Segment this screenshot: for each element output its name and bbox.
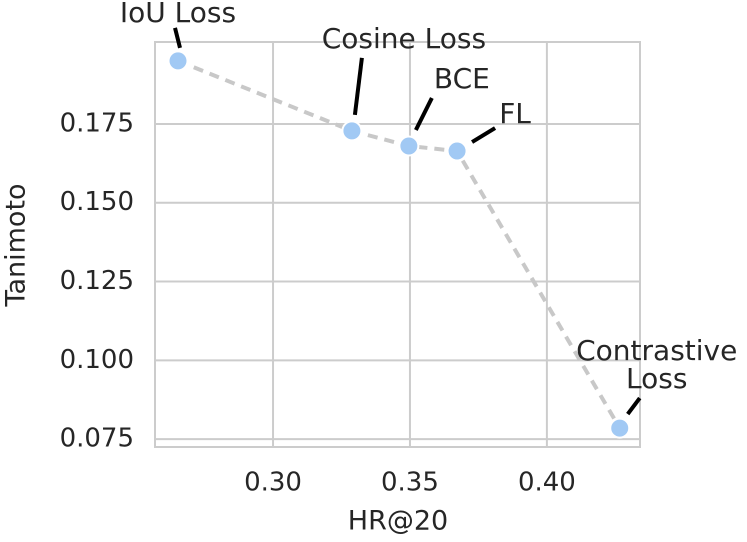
y-tick-label: 0.125 [60,266,134,296]
y-tick-label: 0.150 [60,187,134,217]
point [609,417,631,439]
point [446,140,468,162]
connecting-line [177,59,622,430]
point-label: Contrastive [576,334,737,367]
y-axis-label: Tanimoto [1,183,32,307]
point-label: Cosine Loss [322,22,486,55]
annotation-line [414,97,434,131]
x-tick-label: 0.35 [381,468,439,498]
x-tick-label: 0.30 [244,468,302,498]
point-label: FL [499,97,531,130]
annotation-line [173,27,182,49]
point-label: BCE [434,62,490,95]
x-axis-label: HR@20 [348,506,448,537]
annotation-line [626,396,642,416]
x-tick-label: 0.40 [518,468,576,498]
y-tick-label: 0.175 [60,108,134,138]
point [398,135,420,157]
annotation-line [471,126,497,144]
point [167,50,189,72]
y-tick-label: 0.075 [60,424,134,454]
point-label: Loss [626,362,687,395]
plot-frame [154,41,641,448]
point-label: IoU Loss [120,0,236,29]
annotation-line [352,57,364,116]
y-tick-label: 0.100 [60,345,134,375]
point [341,120,363,142]
